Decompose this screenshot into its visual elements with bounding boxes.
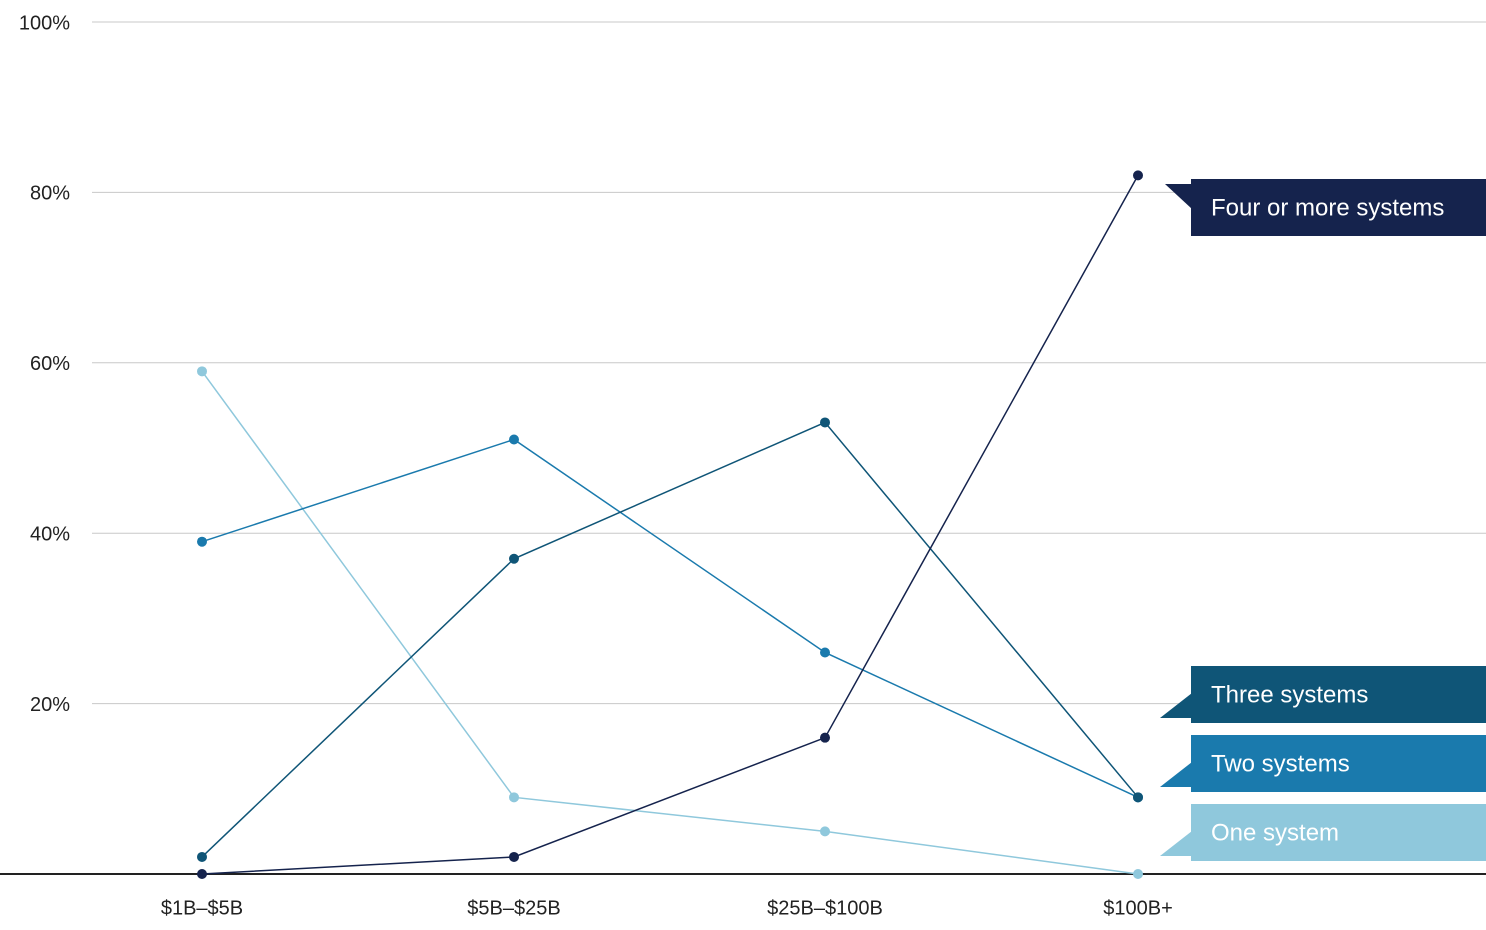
y-tick-label: 60% [30,353,70,375]
legend-pointer [1160,762,1192,787]
point [509,434,519,445]
legend-label: Two systems [1211,750,1350,777]
x-tick-label: $5B–$25B [467,897,560,919]
x-tick-label: $25B–$100B [767,897,883,919]
point [820,417,830,428]
y-tick-label: 20% [30,694,70,716]
series-line [201,438,1139,799]
point [1133,792,1143,803]
point [820,826,830,837]
y-tick-label: 40% [30,523,70,545]
series-line [201,421,1139,858]
legend-box [1191,179,1486,236]
legend-pointer [1160,831,1192,856]
point [509,851,519,862]
series-line [201,370,1139,875]
point [820,732,830,743]
point [1133,869,1143,879]
point [197,366,207,377]
y-tick-label: 100% [19,12,70,34]
legend-pointer [1160,693,1192,718]
series-line [201,174,1139,875]
legend-box [1191,804,1486,861]
point [509,792,519,803]
legend-pointer [1165,184,1192,209]
point [820,647,830,658]
point [509,553,519,564]
legend-box [1191,666,1486,723]
point [197,851,207,862]
point [197,869,207,879]
x-tick-label: $100B+ [1103,897,1173,919]
legend-label: One system [1211,819,1339,846]
y-tick-label: 80% [30,183,70,205]
legend-label: Four or more systems [1211,194,1444,221]
legend-box [1191,735,1486,792]
point [197,536,207,547]
point [1133,170,1143,181]
x-tick-label: $1B–$5B [161,897,243,919]
legend-label: Three systems [1211,681,1368,708]
